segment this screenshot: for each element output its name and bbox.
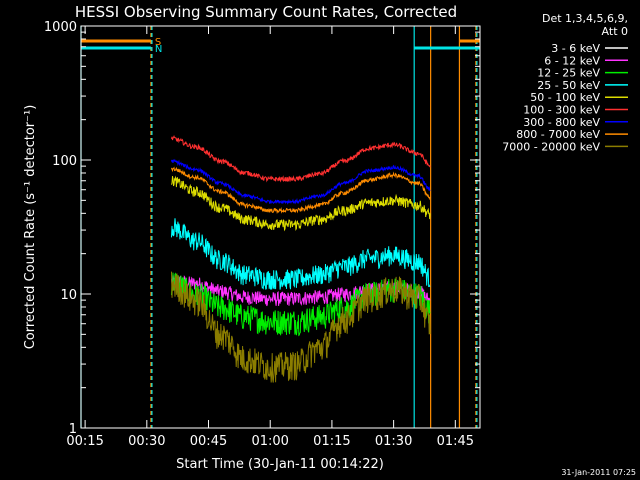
series-line <box>171 135 431 183</box>
flag-bars: SN <box>81 37 480 55</box>
legend-entry: 7000 - 20000 keV <box>502 140 600 153</box>
series-line <box>171 158 431 205</box>
legend-entry: 3 - 6 keV <box>551 42 600 55</box>
flag-label: N <box>155 44 162 55</box>
chart-title: HESSI Observing Summary Count Rates, Cor… <box>75 3 457 21</box>
series-lines <box>171 135 431 383</box>
x-tick-label: 01:45 <box>437 434 474 449</box>
legend-entry: 12 - 25 keV <box>537 67 600 80</box>
series-line <box>171 175 431 232</box>
legend-entry: 25 - 50 keV <box>537 79 600 92</box>
x-tick-label: 01:30 <box>375 434 412 449</box>
legend-header-line-2: Att 0 <box>602 25 628 38</box>
y-tick-label: 1000 <box>44 20 77 35</box>
flag-label: S <box>155 37 161 48</box>
legend-entry: 6 - 12 keV <box>544 54 600 67</box>
legend-entry: 300 - 800 keV <box>523 116 600 129</box>
plot-frame <box>80 25 481 429</box>
y-tick-label: 100 <box>52 154 77 169</box>
x-tick-label: 00:15 <box>66 434 103 449</box>
y-tick-label: 1 <box>69 422 77 437</box>
series-line <box>171 218 431 290</box>
legend-entry: 100 - 300 keV <box>523 104 600 117</box>
x-tick-label: 00:45 <box>190 434 227 449</box>
x-tick-label: 00:30 <box>128 434 165 449</box>
y-tick-label: 10 <box>60 288 77 303</box>
series-line <box>171 271 431 383</box>
series-line <box>171 166 431 215</box>
axes: 00:15 00:30 00:45 01:00 01:15 01:30 01:45 1 10 10… <box>44 20 480 449</box>
y-axis-label: Corrected Count Rate (s⁻¹ detector⁻¹) <box>23 105 38 350</box>
x-tick-label: 01:15 <box>313 434 350 449</box>
legend-entry: 800 - 7000 keV <box>516 128 600 141</box>
series-line <box>171 272 431 337</box>
x-tick-label: 01:00 <box>251 434 288 449</box>
x-axis-label: Start Time (30-Jan-11 00:14:22) <box>176 457 384 472</box>
legend-entry: 50 - 100 keV <box>530 91 600 104</box>
timestamp: 31-Jan-2011 07:25 <box>561 468 636 477</box>
legend-header-line-1: Det 1,3,4,5,6,9, <box>542 12 628 25</box>
